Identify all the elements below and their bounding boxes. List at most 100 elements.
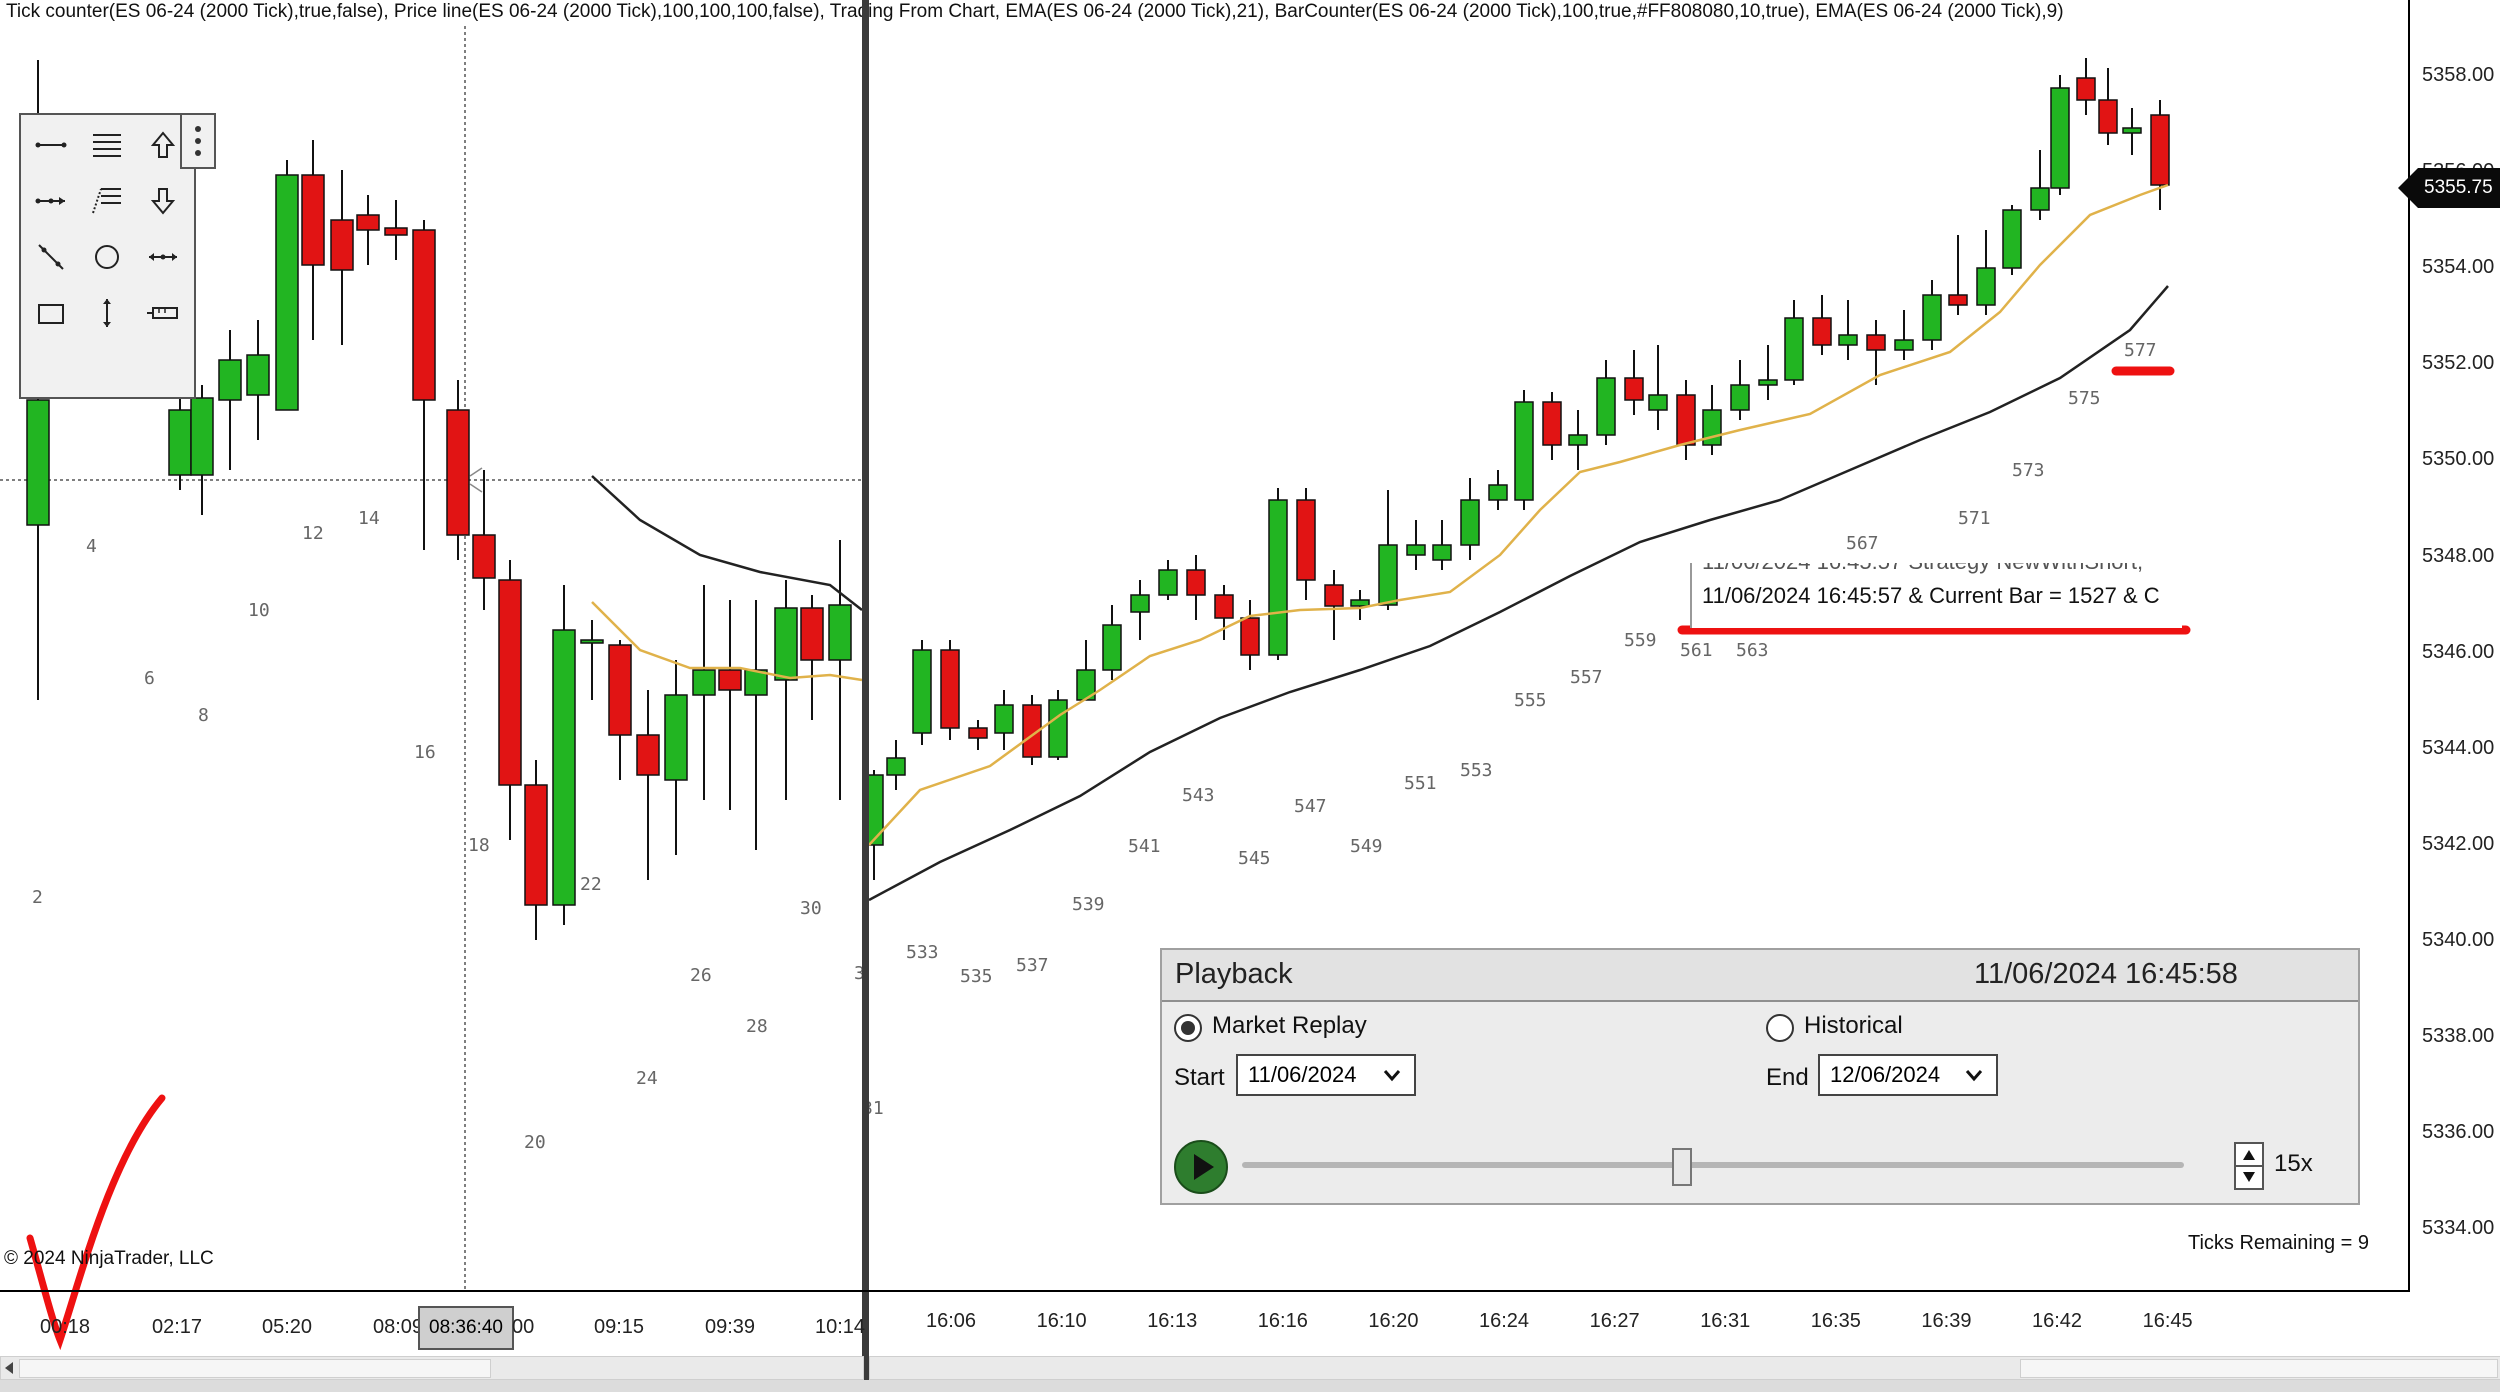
bar-number: 10 (248, 600, 270, 621)
bearish-candle (2098, 68, 2118, 145)
bar-number: 535 (960, 966, 993, 987)
bearish-candle (968, 720, 988, 750)
red-checkmark-annotation (26, 1094, 166, 1351)
toolbar-menu-grip[interactable] (180, 113, 216, 169)
toolbar-fib-button[interactable] (87, 181, 127, 221)
play-icon (1194, 1154, 1214, 1180)
price-tick: 5340.00 (2422, 928, 2495, 951)
fib-icon (92, 188, 121, 214)
bullish-candle (1596, 360, 1616, 445)
start-date-value: 11/06/2024 (1248, 1062, 1357, 1087)
bullish-candle (1730, 360, 1750, 420)
bar-number: 541 (1128, 836, 1161, 857)
bearish-candle (1866, 320, 1886, 385)
bullish-candle (580, 620, 604, 700)
playback-slider-thumb[interactable] (1672, 1148, 1692, 1186)
start-label: Start (1174, 1064, 1225, 1091)
bearish-candle (1240, 600, 1260, 670)
right-scrollbar-thumb[interactable] (2020, 1359, 2498, 1378)
bullish-candle (692, 585, 716, 800)
bar-number: 577 (2124, 340, 2157, 361)
end-label: End (1766, 1064, 1809, 1091)
price-tick: 5350.00 (2422, 448, 2495, 471)
toolbar-ruler-button[interactable] (143, 293, 183, 333)
price-tick: 5352.00 (2422, 352, 2495, 375)
bar-number: 18 (468, 835, 490, 856)
bullish-candle (2050, 75, 2070, 195)
right-time-tick: 16:10 (1036, 1310, 1087, 1332)
toolbar-vertical-line-button[interactable] (87, 293, 127, 333)
historical-radio[interactable] (1766, 1014, 1794, 1042)
market-replay-label[interactable]: Market Replay (1212, 1012, 1367, 1039)
toolbar-arrow-up-button[interactable] (143, 125, 183, 165)
play-button[interactable] (1174, 1140, 1228, 1194)
bullish-candle (552, 585, 576, 925)
bearish-candle (356, 195, 380, 265)
bar-number: 563 (1736, 640, 1769, 661)
price-tick: 5338.00 (2422, 1025, 2495, 1047)
bullish-candle (1702, 385, 1722, 455)
chart-indicators-header: Tick counter(ES 06-24 (2000 Tick),true,f… (6, 1, 2064, 22)
historical-label[interactable]: Historical (1804, 1012, 1903, 1039)
bearish-candle (1296, 488, 1316, 600)
bullish-candle (1488, 470, 1508, 510)
left-horizontal-scrollbar[interactable] (0, 1356, 864, 1380)
bearish-candle (330, 170, 354, 345)
bullish-candle (1758, 345, 1778, 400)
bar-number: 573 (2012, 460, 2045, 481)
bar-number: 575 (2068, 388, 2101, 409)
market-replay-radio[interactable] (1174, 1014, 1202, 1042)
bar-number: 571 (1958, 508, 1991, 529)
bearish-candle (608, 640, 632, 780)
playback-datetime: 11/06/2024 16:45:58 (1974, 958, 2238, 990)
toolbar-arrow-down-button[interactable] (143, 181, 183, 221)
price-tick: 5336.00 (2422, 1121, 2495, 1144)
bar-number: 22 (580, 874, 602, 895)
left-time-tick-partial: 00 (512, 1316, 535, 1338)
line-icon (35, 142, 67, 148)
bearish-candle (718, 600, 742, 810)
left-scrollbar-thumb[interactable] (19, 1359, 491, 1378)
end-date-select[interactable]: 12/06/2024 (1818, 1054, 1998, 1096)
price-tick: 5346.00 (2422, 640, 2495, 663)
bullish-candle (912, 640, 932, 745)
right-time-tick: 16:35 (1810, 1310, 1861, 1332)
playback-titlebar[interactable]: Playback 11/06/2024 16:45:58 (1162, 950, 2358, 1002)
toolbar-horizontal-lines-button[interactable] (87, 125, 127, 165)
bearish-candle (1186, 555, 1206, 620)
bar-number: 545 (1238, 848, 1271, 869)
bar-number: 20 (524, 1132, 546, 1153)
right-time-tick: 16:13 (1147, 1310, 1198, 1332)
bullish-candle (1378, 490, 1398, 610)
scroll-left-arrow-icon (5, 1362, 13, 1374)
left-time-tick: 10:14 (815, 1316, 866, 1338)
toolbar-horizontal-line-button[interactable] (143, 237, 183, 277)
bullish-candle (2030, 150, 2050, 220)
toolbar-ellipse-button[interactable] (87, 237, 127, 277)
bearish-candle (301, 140, 325, 340)
bullish-candle (1514, 390, 1534, 510)
price-tick: 5354.00 (2422, 256, 2495, 279)
toolbar-extended-line-button[interactable] (31, 237, 71, 277)
ruler-icon (147, 307, 178, 319)
bullish-candle (1568, 410, 1588, 470)
tooltip-line-2: 11/06/2024 16:45:57 & Current Bar = 1527… (1702, 583, 2160, 608)
start-date-select[interactable]: 11/06/2024 (1236, 1054, 1416, 1096)
bullish-candle (246, 320, 270, 440)
bullish-candle (774, 580, 798, 800)
right-horizontal-scrollbar[interactable] (869, 1356, 2500, 1380)
bar-number: 30 (800, 898, 822, 919)
toolbar-ray-button[interactable] (31, 181, 71, 221)
bar-number: 557 (1570, 667, 1603, 688)
playback-slider-track[interactable] (1242, 1162, 2184, 1168)
bullish-candle (1838, 300, 1858, 360)
strategy-output-tooltip: 11/06/2024 16:45:57 Strategy NewWithShor… (1690, 563, 2182, 628)
toolbar-line-button[interactable] (31, 125, 71, 165)
bullish-candle (994, 690, 1014, 750)
bullish-candle (1432, 520, 1452, 570)
chart-divider[interactable] (862, 0, 869, 1392)
toolbar-rectangle-button[interactable] (31, 293, 71, 333)
speed-stepper[interactable] (2234, 1142, 2264, 1190)
bar-number: 4 (86, 536, 97, 557)
